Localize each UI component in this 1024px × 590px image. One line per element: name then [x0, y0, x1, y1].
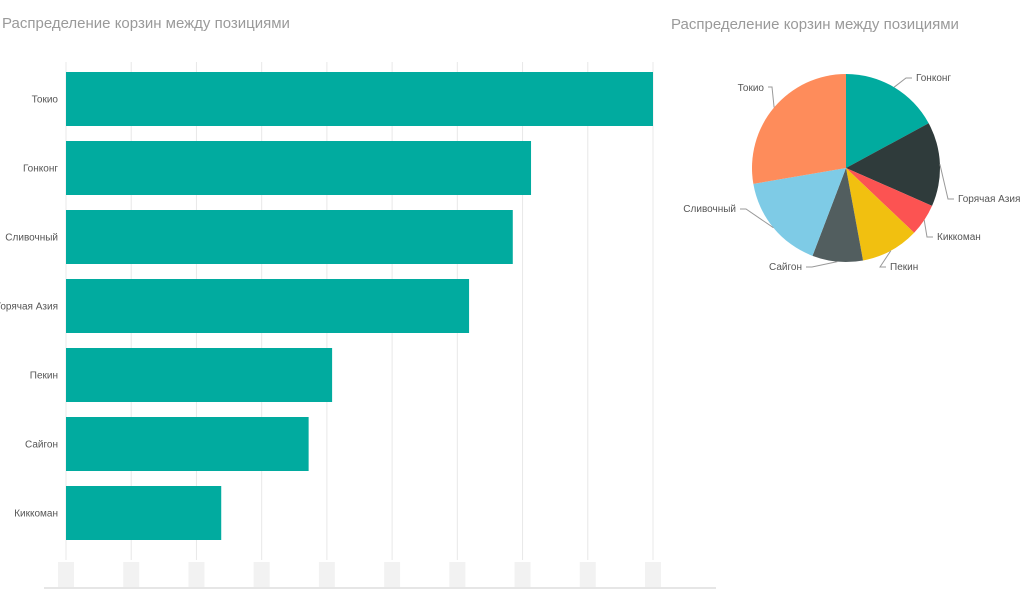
category-label: Гонконг [23, 164, 58, 175]
bar-chart: Токио Гонконг Сливочный Горячая Азия Пекин Са… [0, 62, 716, 589]
bar-2[interactable] [66, 210, 513, 264]
category-label: Сайгон [25, 440, 58, 451]
category-label: Сливочный [5, 233, 58, 244]
axis-tick-placeholder [449, 562, 466, 588]
pie-slice-4[interactable] [812, 168, 864, 262]
pie-slice-0[interactable] [846, 74, 929, 168]
pie-slice-label: Сайгон [769, 262, 802, 273]
category-label: Токио [32, 95, 59, 106]
pie-slice-label: Токио [738, 83, 765, 94]
pie-leader-line [768, 86, 775, 108]
bar-6[interactable] [66, 486, 222, 540]
pie-slice-label: Горячая Азия [958, 194, 1020, 205]
axis-tick-placeholder [123, 562, 140, 588]
bar-4[interactable] [66, 348, 333, 402]
axis-tick-placeholder [58, 562, 74, 588]
axis-tick-placeholder [645, 562, 661, 588]
axis-tick-placeholder [253, 562, 270, 588]
bar-3[interactable] [66, 279, 470, 333]
pie-chart-title: Распределение корзин между позициями [671, 16, 959, 33]
pie-slice-label: Пекин [890, 262, 918, 273]
axis-tick-placeholder [384, 562, 401, 588]
bar-1[interactable] [66, 141, 532, 195]
bar-5[interactable] [66, 417, 309, 471]
bar-chart-title: Распределение корзин между позициями [2, 15, 290, 32]
pie-slice-label: Киккоман [937, 232, 981, 243]
category-label: Киккоман [14, 509, 58, 520]
pie-slice-label: Гонконг [916, 73, 951, 84]
pie-slice-3[interactable] [846, 168, 915, 261]
category-label: Пекин [30, 371, 58, 382]
pie-slice-5[interactable] [753, 168, 846, 256]
pie-leader-line [939, 164, 954, 200]
axis-tick-placeholder [318, 562, 335, 588]
pie-slice-2[interactable] [846, 168, 933, 233]
pie-leader-line [806, 261, 838, 268]
pie-leader-line [893, 77, 912, 88]
axis-tick-placeholder [188, 562, 205, 588]
pie-leader-line [923, 220, 933, 238]
category-label: Горячая Азия [0, 302, 58, 313]
pie-slice-1[interactable] [846, 123, 941, 206]
axis-tick-placeholder [514, 562, 531, 588]
pie-slice-6[interactable] [752, 74, 846, 184]
axis-tick-placeholder [579, 562, 596, 588]
bar-0[interactable] [66, 72, 653, 126]
